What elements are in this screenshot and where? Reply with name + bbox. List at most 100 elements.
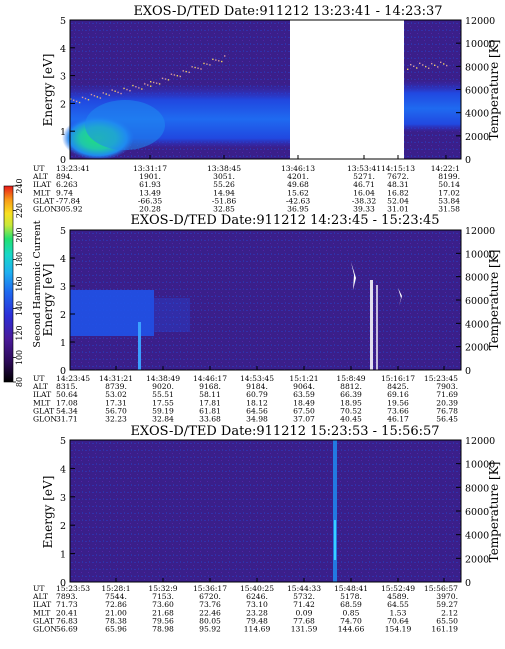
right-tick-label: 12000 xyxy=(465,16,495,27)
table-cell: 154.19 xyxy=(385,625,412,634)
colorbar-tick-label: 220 xyxy=(15,203,24,218)
table-cell: 36.95 xyxy=(287,205,309,214)
table-cell: 14:15:13 xyxy=(381,164,415,173)
table-row-label: UT xyxy=(33,164,44,173)
trace-point xyxy=(99,97,102,99)
table-row-label: MLT xyxy=(33,608,50,617)
left-tick-label: 0 xyxy=(60,366,66,377)
table-cell: 15:52:49 xyxy=(381,584,415,593)
trace-point xyxy=(138,87,140,89)
trace-point xyxy=(440,61,442,64)
left-tick-label: 3 xyxy=(60,493,66,504)
table-cell: 59.19 xyxy=(152,406,174,415)
table-cell: 14:23:45 xyxy=(56,374,90,383)
table-cell: 5271. xyxy=(353,172,375,181)
trace-point xyxy=(123,87,125,90)
table-cell: 76.78 xyxy=(436,406,458,415)
panel-2-ylabel-right: Temperature [K] xyxy=(487,250,501,351)
trace-point xyxy=(170,73,173,75)
table-cell: 3970. xyxy=(436,592,458,601)
right-tick-label: 0 xyxy=(465,366,471,377)
table-cell: 56.70 xyxy=(105,406,127,415)
table-cell: 14:46:17 xyxy=(193,374,227,383)
table-cell: 73.10 xyxy=(246,600,268,609)
table-cell: 1901. xyxy=(139,172,161,181)
trace-point xyxy=(197,67,199,69)
table-row-label: ALT xyxy=(32,382,48,391)
left-tick-label: 1 xyxy=(60,127,66,138)
table-cell: 37.07 xyxy=(293,415,315,424)
trace-point xyxy=(200,68,202,70)
table-cell: 18.49 xyxy=(293,398,315,407)
table-row-label: GLAT xyxy=(33,406,54,415)
table-cell: 15:36:17 xyxy=(193,584,227,593)
trace-point xyxy=(93,95,96,97)
table-cell: 17.02 xyxy=(438,188,460,197)
table-cell: 894. xyxy=(56,172,73,181)
trace-point xyxy=(410,63,412,66)
colorbar: Second Harmonic Current 80 100 120 140 160 18… xyxy=(3,178,43,387)
colorbar-tick-label: 80 xyxy=(15,377,24,387)
table-cell: 4201. xyxy=(287,172,309,181)
table-cell: 64.56 xyxy=(246,406,268,415)
left-tick-label: 5 xyxy=(60,16,66,27)
table-cell: 66.39 xyxy=(340,390,362,399)
table-cell: 15:40:25 xyxy=(240,584,274,593)
table-cell: 0.09 xyxy=(296,608,313,617)
right-tick-label: 6000 xyxy=(465,86,489,97)
trace-point xyxy=(434,64,436,66)
panel-2-ylabel-left: Energy [eV] xyxy=(41,264,55,337)
table-cell: 7672. xyxy=(387,172,409,181)
trace-point xyxy=(167,79,170,81)
table-cell: 78.38 xyxy=(105,616,127,625)
table-cell: 7153. xyxy=(152,592,174,601)
table-cell: -42.63 xyxy=(286,196,310,205)
panel-2-white-streak-1 xyxy=(351,262,356,290)
table-cell: 70.52 xyxy=(340,406,362,415)
table-cell: 95.92 xyxy=(199,625,221,634)
table-cell: 8315. xyxy=(56,382,78,391)
colorbar-tick-label: 180 xyxy=(15,252,24,267)
table-cell: 8425. xyxy=(387,382,409,391)
table-cell: 15:56:57 xyxy=(424,584,458,593)
table-cell: 5732. xyxy=(293,592,315,601)
table-cell: 55.26 xyxy=(213,180,235,189)
table-cell: 6246. xyxy=(246,592,268,601)
trace-point xyxy=(150,81,152,83)
table-cell: 70.64 xyxy=(387,616,409,625)
table-cell: 21.00 xyxy=(105,608,127,617)
table-cell: 13:53:41 xyxy=(347,164,381,173)
right-tick-label: 10000 xyxy=(465,460,495,471)
table-cell: 13:38:45 xyxy=(207,164,241,173)
table-row-label: MLT xyxy=(33,398,50,407)
table-cell: 46.71 xyxy=(353,180,375,189)
right-tick-label: 8000 xyxy=(465,273,489,284)
table-cell: 48.31 xyxy=(387,180,409,189)
table-cell: 1.53 xyxy=(390,608,407,617)
trace-point xyxy=(428,67,430,69)
colorbar-tick-label: 100 xyxy=(15,350,24,365)
table-cell: 56.69 xyxy=(56,625,78,634)
table-cell: 50.14 xyxy=(438,180,460,189)
trace-point xyxy=(416,67,418,69)
table-row-label: GLAT xyxy=(33,616,54,625)
table-cell: 14:38:49 xyxy=(146,374,180,383)
right-tick-label: 6000 xyxy=(465,296,489,307)
trace-point xyxy=(126,88,128,91)
colorbar-tick-label: 160 xyxy=(15,276,24,291)
table-cell: 72.86 xyxy=(105,600,127,609)
trace-point xyxy=(78,101,81,104)
table-cell: 52.04 xyxy=(387,196,409,205)
trace-point xyxy=(152,81,155,84)
right-tick-label: 10000 xyxy=(465,39,495,50)
table-cell: 34.98 xyxy=(246,415,268,424)
table-cell: 53.84 xyxy=(438,196,460,205)
panel-2: EXOS-D/TED Date:911212 14:23:45 - 15:23:… xyxy=(32,213,501,424)
table-cell: 5178. xyxy=(340,592,362,601)
table-cell: 6720. xyxy=(199,592,221,601)
colorbar-ticks: 80 100 120 140 160 180 200 220 240 xyxy=(13,178,24,387)
table-row-label: UT xyxy=(33,374,44,383)
trace-point xyxy=(147,84,149,86)
left-tick-label: 1 xyxy=(60,338,66,349)
table-cell: 15:44:33 xyxy=(287,584,321,593)
